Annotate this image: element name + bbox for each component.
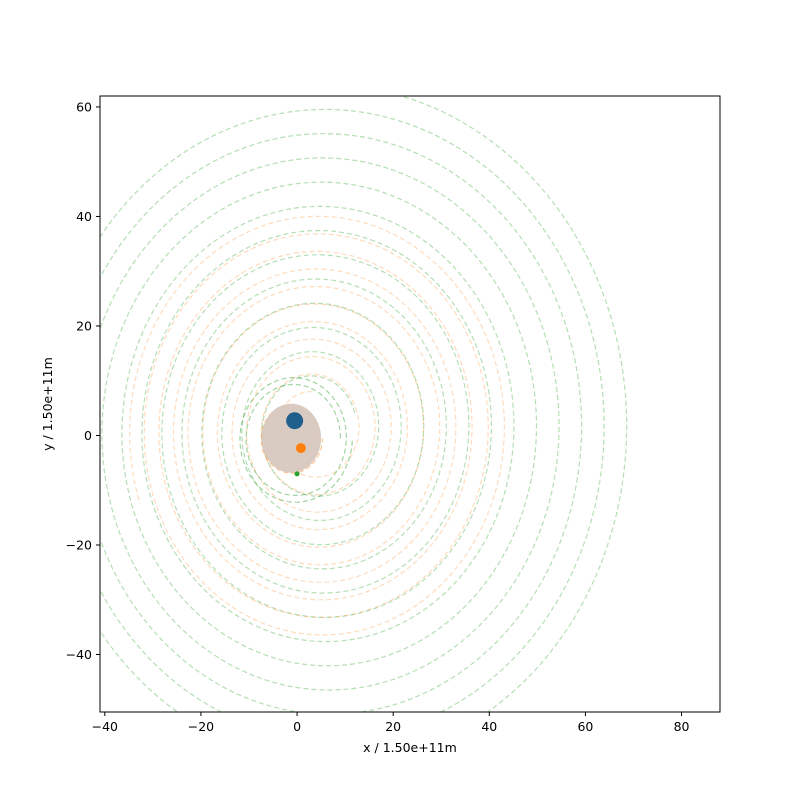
trail-2 [239,377,353,503]
x-tick-label: 0 [293,719,301,734]
x-tick-label: 40 [481,719,497,734]
central-blob [261,403,322,473]
x-axis-label: x / 1.50e+11m [363,740,457,755]
plot-frame [99,95,721,713]
y-tick-label: 60 [76,99,92,114]
y-tick-label: 0 [84,428,92,443]
y-tick-label: 20 [76,318,92,333]
y-axis-label: y / 1.50e+11m [40,357,55,451]
x-tick-label: −20 [188,719,214,734]
trajectory-trails [100,96,628,712]
y-tick-label: 40 [76,209,92,224]
x-tick-label: −40 [92,719,118,734]
central-cluster [261,403,322,473]
x-axis-ticks: −40 −20 0 20 40 60 80 [92,712,690,734]
x-tick-label: 20 [385,719,401,734]
trail-1 [129,215,506,636]
trail-0 [100,96,628,712]
body-point-2 [294,471,300,477]
y-tick-label: −20 [66,537,92,552]
x-tick-label: 60 [577,719,593,734]
y-axis-ticks: −40 −20 0 20 40 60 [66,99,100,662]
bodies [286,412,306,477]
x-tick-label: 80 [674,719,690,734]
y-tick-label: −40 [66,647,92,662]
body-point-1 [295,443,306,454]
body-point-0 [286,412,304,430]
